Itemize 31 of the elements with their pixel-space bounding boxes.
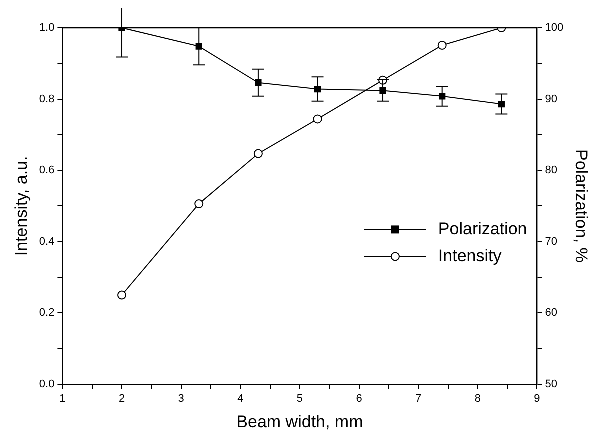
y-tick-label: 1.0	[39, 22, 55, 34]
y-axis-title: Intensity, a.u.	[12, 156, 31, 256]
legend-label: Intensity	[438, 246, 502, 266]
point	[313, 114, 322, 124]
y2-tick-label: 70	[545, 236, 558, 248]
y2-axis-title: Polarization, %	[572, 150, 592, 263]
y2-tick-label: 100	[545, 22, 564, 34]
x-tick-label: 3	[178, 393, 184, 406]
x-axis-title: Beam width, mm	[236, 412, 364, 432]
point	[118, 290, 127, 300]
y-tick-label: 0.0	[39, 378, 55, 390]
y-tick-label: 0.8	[39, 93, 55, 106]
y2-tick-label: 90	[545, 93, 558, 106]
x-tick-label: 6	[356, 393, 362, 406]
x-tick-label: 1	[60, 393, 66, 406]
x-tick-label: 4	[238, 393, 244, 406]
point	[254, 149, 263, 158]
point	[194, 200, 204, 209]
x-tick-label: 9	[534, 393, 540, 406]
y-tick-label: 0.4	[39, 236, 55, 248]
x-tick-label: 7	[416, 393, 422, 406]
x-tick-label: 8	[474, 393, 481, 406]
x-tick-label: 5	[296, 393, 304, 406]
x-tick-label: 2	[118, 393, 126, 406]
y2-tick-label: 50	[545, 378, 558, 390]
y2-tick-label: 60	[545, 307, 558, 320]
legend-label: Polarization	[438, 219, 528, 238]
point	[438, 40, 447, 50]
y2-tick-label: 80	[545, 164, 558, 177]
y-tick-label: 0.6	[39, 164, 55, 177]
y-tick-label: 0.2	[39, 307, 55, 320]
